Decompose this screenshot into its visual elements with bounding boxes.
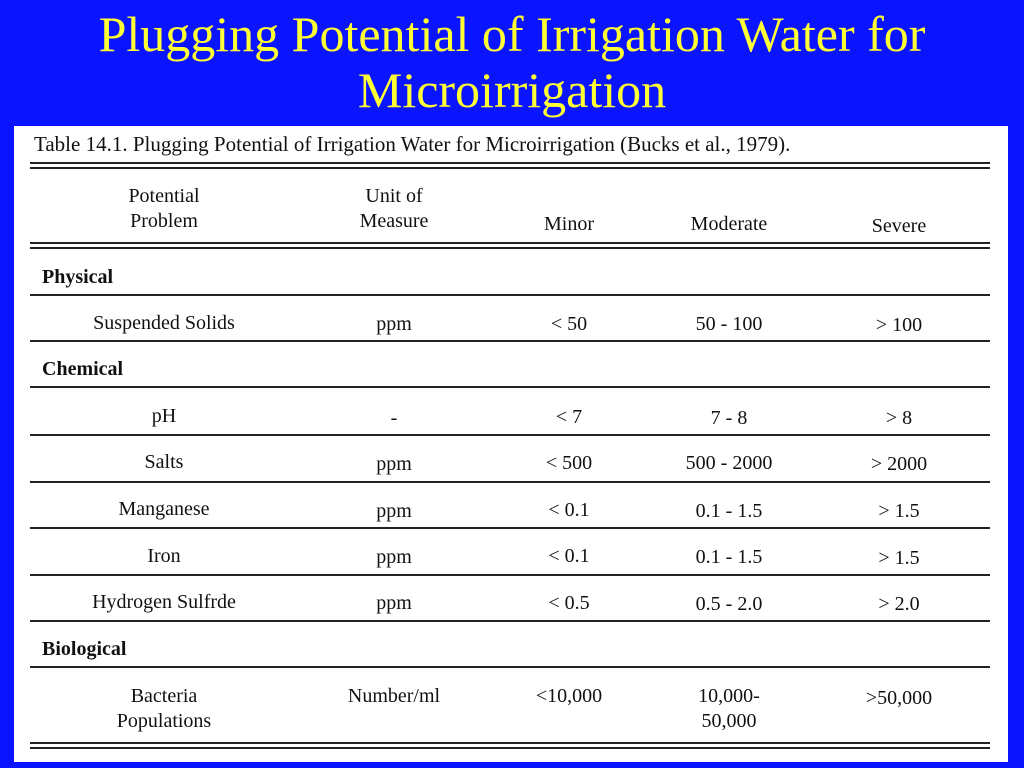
header-problem-line-2: Problem [130,210,198,232]
cell-severe: >50,000 [865,687,933,709]
cell-severe: > 2.0 [878,593,920,615]
cell-moderate: 0.1 - 1.5 [695,500,763,522]
cell-problem: Suspended Solids [93,312,235,334]
header-unit-line-2: Measure [359,210,429,232]
cell-unit: - [390,407,398,429]
cell-minor: < 7 [555,406,583,428]
bacteria-line-2: Populations [116,710,212,732]
cell-moderate: 500 - 2000 [685,452,773,474]
table-sheet: Table 14.1. Plugging Potential of Irriga… [14,126,1008,762]
cell-unit: ppm [376,546,412,568]
header-severe: Severe [871,215,927,237]
cell-severe: > 100 [875,314,923,336]
header-rule [30,242,990,249]
bacteria-moderate-line-2: 50,000 [701,710,757,732]
section-physical: Physical [42,266,114,288]
cell-moderate: 0.1 - 1.5 [695,546,763,568]
section-chemical: Chemical [42,358,124,380]
cell-minor: < 0.1 [548,545,590,567]
cell-problem: Manganese [118,498,210,520]
row-rule [30,294,990,296]
slide-title-line-2: Microirrigation [357,62,667,118]
cell-severe: > 2000 [870,453,928,475]
cell-minor: < 500 [545,452,593,474]
cell-moderate: 50 - 100 [695,313,763,335]
cell-unit: ppm [376,313,412,335]
bottom-rule [30,742,990,749]
row-rule [30,527,990,529]
row-rule [30,620,990,622]
row-rule [30,434,990,436]
header-moderate: Moderate [690,213,768,235]
cell-minor: < 0.5 [548,592,590,614]
header-minor: Minor [544,213,594,235]
bacteria-line-1: Bacteria [130,685,198,707]
cell-unit: Number/ml [347,685,441,707]
caption-rule [30,162,990,169]
cell-moderate-bacteria: 10,000- 50,000 [654,684,804,734]
row-rule [30,340,990,342]
cell-minor: <10,000 [535,685,603,707]
row-rule [30,574,990,576]
cell-problem: Iron [147,545,181,567]
cell-severe: > 1.5 [878,547,920,569]
cell-unit: ppm [376,453,412,475]
cell-unit: ppm [376,500,412,522]
slide-title-line-1: Plugging Potential of Irrigation Water f… [98,6,926,62]
header-unit-line-1: Unit of [365,185,423,207]
cell-moderate: 0.5 - 2.0 [695,593,763,615]
cell-minor: < 50 [550,313,588,335]
header-problem-line-1: Potential [128,185,200,207]
section-biological: Biological [42,638,127,660]
bacteria-moderate-line-1: 10,000- [698,685,760,707]
cell-minor: < 0.1 [548,499,590,521]
header-unit-of-measure: Unit of Measure [314,184,474,234]
cell-problem: Hydrogen Sulfrde [92,591,236,613]
table-caption: Table 14.1. Plugging Potential of Irriga… [34,132,791,156]
cell-problem: Salts [144,451,184,473]
cell-problem-bacteria: Bacteria Populations [54,684,274,734]
row-rule [30,481,990,483]
row-rule [30,386,990,388]
cell-severe: > 1.5 [878,500,920,522]
row-rule [30,666,990,668]
cell-severe: > 8 [885,407,913,429]
cell-problem: pH [151,405,177,427]
cell-moderate: 7 - 8 [710,407,748,429]
slide-title: Plugging Potential of Irrigation Water f… [0,0,1024,118]
header-potential-problem: Potential Problem [54,184,274,234]
cell-unit: ppm [376,592,412,614]
